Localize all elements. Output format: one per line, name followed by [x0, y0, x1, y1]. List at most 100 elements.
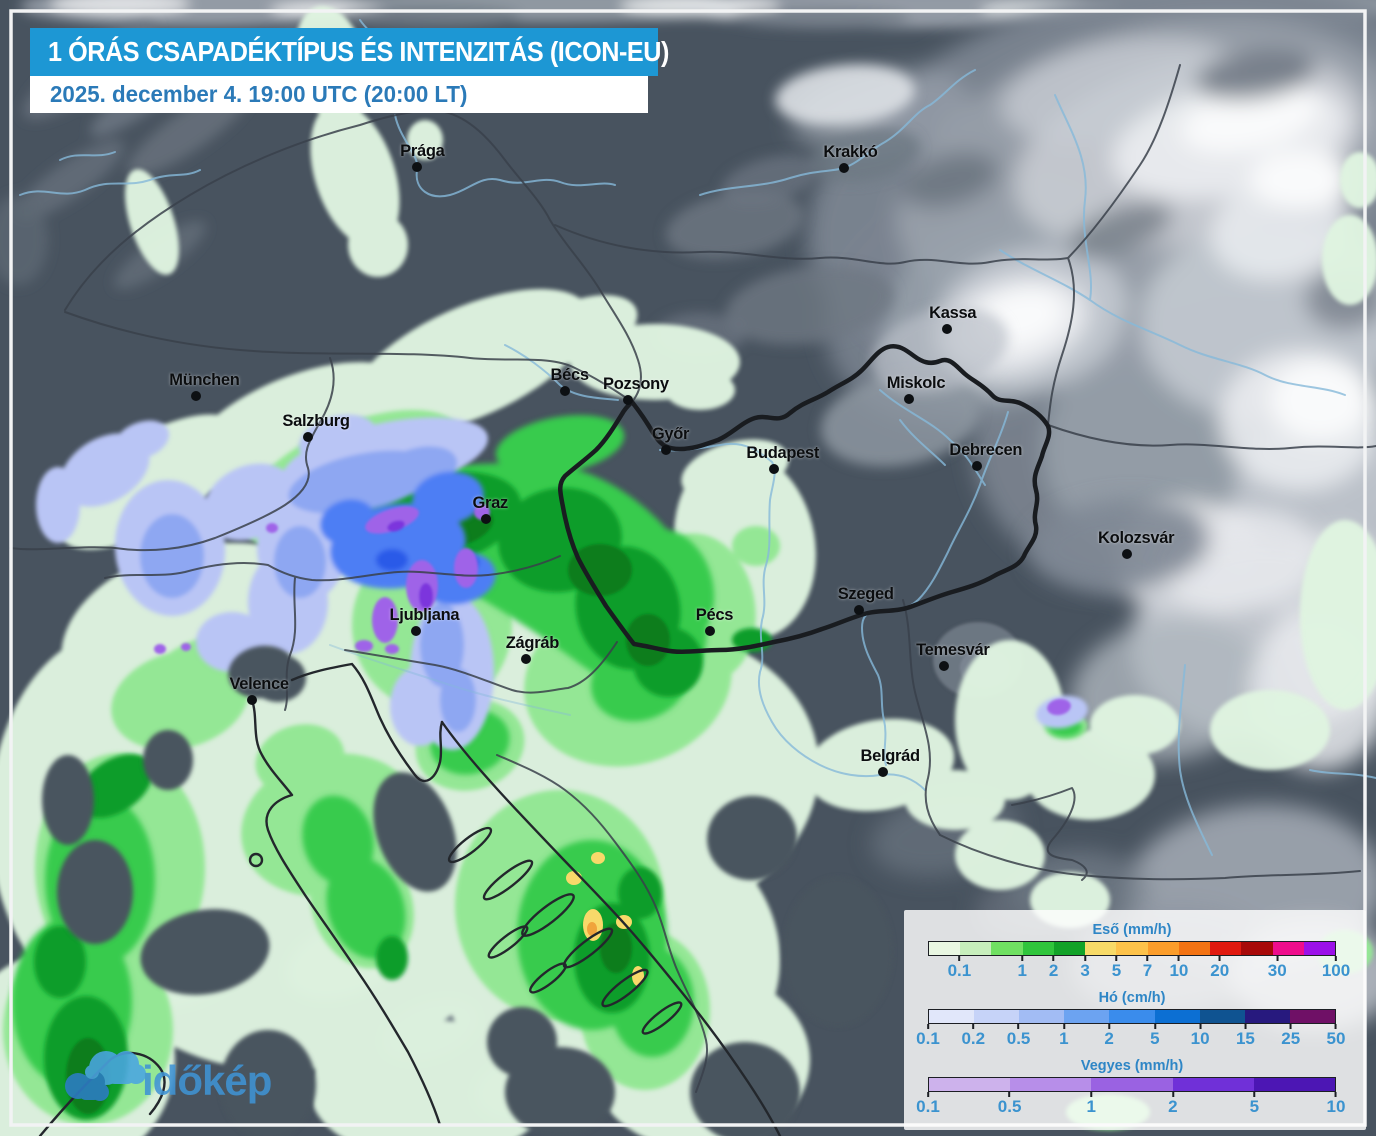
legend-color-segment — [1019, 1010, 1065, 1023]
legend-color-segment — [1022, 942, 1054, 955]
legend-mixed-title: Vegyes (mm/h) — [1080, 1058, 1184, 1074]
legend-color-segment — [929, 1010, 975, 1023]
legend-snow-ticks: 0.1 0.2 0.5 1 2 5 10 15 25 50 — [916, 1025, 1345, 1051]
city-label: Temesvár — [916, 641, 990, 659]
city-dot — [972, 461, 982, 471]
city-label: Graz — [472, 494, 509, 512]
legend-color-segment — [1091, 1078, 1173, 1091]
legend-color-segment — [974, 1010, 1020, 1023]
tick-label: 30 — [1267, 961, 1287, 980]
legend-color-segment — [1109, 1010, 1155, 1023]
legend-snow-title: Hó (cm/h) — [1098, 990, 1166, 1006]
legend-color-segment — [929, 1078, 1011, 1091]
tick-label: 1 — [1017, 961, 1027, 980]
legend-color-segment — [1116, 942, 1148, 955]
legend-color-segment — [1154, 1010, 1200, 1023]
city-label: Krakkó — [823, 143, 878, 161]
legend-color-segment — [1303, 942, 1336, 955]
legend-color-segment — [1199, 1010, 1245, 1023]
city-dot — [661, 445, 671, 455]
tick-label: 2 — [1104, 1029, 1114, 1048]
tick-label: 5 — [1249, 1097, 1260, 1116]
city-label: Velence — [229, 675, 289, 693]
city-dot — [247, 695, 257, 705]
legend-snow-scale: Hó (cm/h) 0.1 0.2 0.5 1 2 5 10 15 — [916, 990, 1345, 1051]
legend-rain-ticks: 0.1 1 2 3 5 7 10 20 30 100 — [928, 957, 1351, 983]
legend-color-segment — [1178, 942, 1211, 955]
city-dot — [854, 605, 864, 615]
tick-label: 15 — [1235, 1029, 1255, 1048]
tick-label: 3 — [1080, 961, 1090, 980]
tick-label: 2 — [1048, 961, 1059, 980]
city-label: Győr — [651, 425, 690, 443]
city-dot — [839, 163, 849, 173]
city-label: Kolozsvár — [1098, 529, 1175, 547]
tick-label: 100 — [1321, 961, 1351, 980]
hungary-border — [558, 344, 1052, 655]
legend-mixed-bar — [928, 1077, 1336, 1092]
tick-label: 2 — [1168, 1097, 1178, 1116]
legend-color-segment — [1053, 942, 1086, 955]
title-bar: 1 ÓRÁS CSAPADÉKTÍPUS ÉS INTENZITÁS (ICON… — [30, 28, 669, 76]
city-label: Pécs — [695, 606, 734, 624]
legend-color-segment — [960, 942, 992, 955]
city-label: Debrecen — [949, 441, 1023, 459]
legend-color-segment — [1289, 1010, 1335, 1023]
mixed-precip-layer — [154, 504, 1071, 716]
legend-color-segment — [929, 942, 961, 955]
tick-label: 0.1 — [947, 961, 972, 980]
tick-label: 10 — [1326, 1097, 1346, 1116]
city-dot — [411, 626, 421, 636]
legend-mixed-scale: Vegyes (mm/h) 0.1 0.5 1 2 5 10 — [916, 1058, 1345, 1119]
city-label: Budapest — [746, 444, 820, 462]
city-dot — [560, 386, 570, 396]
city-label: Salzburg — [282, 412, 350, 430]
legend-color-segment — [1272, 942, 1304, 955]
city-dot — [904, 394, 914, 404]
city-dot — [303, 432, 313, 442]
city-label: Pozsony — [603, 375, 669, 393]
legend-color-segment — [991, 942, 1023, 955]
city-label: München — [169, 371, 240, 389]
city-dot — [412, 162, 422, 172]
tick-label: 0.5 — [1006, 1029, 1031, 1048]
tick-label: 50 — [1326, 1029, 1346, 1048]
tick-label: 0.5 — [997, 1097, 1022, 1116]
city-label: Ljubljana — [389, 606, 460, 624]
legend-snow-bar — [928, 1009, 1336, 1024]
legend-color-segment — [1147, 942, 1179, 955]
legend-color-segment — [1253, 1078, 1336, 1091]
city-dot — [481, 514, 491, 524]
legend-color-segment — [1010, 1078, 1092, 1091]
tick-label: 7 — [1142, 961, 1153, 980]
legend-color-segment — [1064, 1010, 1110, 1023]
page-title: 1 ÓRÁS CSAPADÉKTÍPUS ÉS INTENZITÁS (ICON… — [48, 36, 669, 67]
city-dot — [521, 654, 531, 664]
tick-label: 10 — [1190, 1029, 1210, 1048]
city-dot — [942, 324, 952, 334]
map-header: 1 ÓRÁS CSAPADÉKTÍPUS ÉS INTENZITÁS (ICON… — [30, 28, 669, 113]
legend-mixed-ticks: 0.1 0.5 1 2 5 10 — [916, 1093, 1345, 1119]
tick-label: 25 — [1281, 1029, 1301, 1048]
timestamp: 2025. december 4. 19:00 UTC (20:00 LT) — [50, 81, 468, 107]
tick-label: 1 — [1086, 1097, 1096, 1116]
watermark: időkép — [48, 1042, 272, 1114]
city-dot — [939, 661, 949, 671]
brand-name: időkép — [142, 1057, 272, 1104]
city-label: Prága — [400, 142, 445, 160]
legend-rain-title: Eső (mm/h) — [1092, 922, 1172, 938]
city-label: Miskolc — [886, 374, 946, 392]
city-label: Zágráb — [505, 634, 560, 652]
legend-color-segment — [1172, 1078, 1254, 1091]
city-label: Belgrád — [860, 747, 920, 765]
idokep-cloud-logo-icon — [65, 1051, 146, 1101]
city-dot — [878, 767, 888, 777]
legend-rain-scale: Eső (mm/h) 0.1 1 2 3 5 — [928, 922, 1351, 983]
tick-label: 20 — [1210, 961, 1230, 980]
tick-label: 10 — [1169, 961, 1189, 980]
tick-label: 5 — [1150, 1029, 1160, 1048]
city-dot — [191, 391, 201, 401]
city-label: Kassa — [929, 304, 977, 322]
tick-label: 0.2 — [961, 1029, 986, 1048]
